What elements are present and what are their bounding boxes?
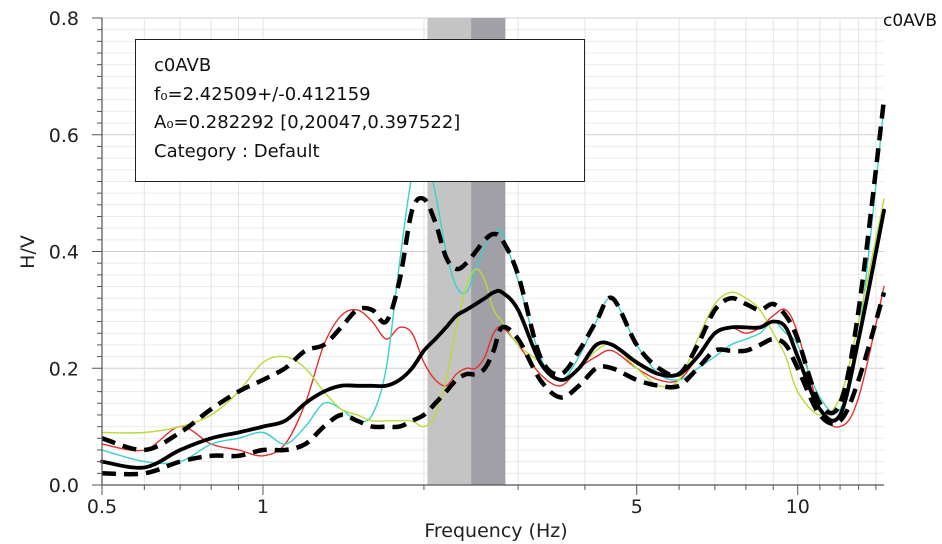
peak-info-box: c0AVB f₀=2.42509+/-0.412159 A₀=0.282292 … (135, 39, 585, 182)
info-a0: A₀=0.282292 [0,20047,0.397522] (154, 112, 461, 133)
y-tick-label: 0.4 (49, 242, 79, 264)
x-tick-label: 10 (786, 496, 810, 518)
y-axis-label: H/V (17, 235, 39, 269)
curve-mean-3 (100, 208, 886, 470)
x-tick-label: 0.5 (87, 496, 117, 518)
axes (92, 17, 884, 495)
info-category: Category : Default (154, 140, 320, 162)
curve-lower-bound-5 (101, 291, 887, 477)
y-tick-label: 0.0 (49, 475, 79, 497)
curve-upper-bound-4 (101, 99, 887, 453)
tick-labels: 0.0 0.2 0.4 0.6 0.8 0.5 1 5 10 (49, 8, 810, 518)
x-tick-label: 5 (631, 496, 643, 518)
y-tick-label: 0.2 (49, 358, 79, 380)
info-station: c0AVB (154, 55, 212, 76)
curves (100, 99, 887, 477)
info-f0: f₀=2.42509+/-0.412159 (154, 83, 371, 105)
x-axis-label: Frequency (Hz) (424, 520, 567, 542)
station-corner-label: c0AVB (883, 11, 937, 31)
y-tick-label: 0.8 (49, 8, 79, 30)
y-tick-label: 0.6 (49, 125, 79, 147)
curve-thin-2 (101, 198, 885, 434)
x-tick-label: 1 (257, 496, 269, 518)
